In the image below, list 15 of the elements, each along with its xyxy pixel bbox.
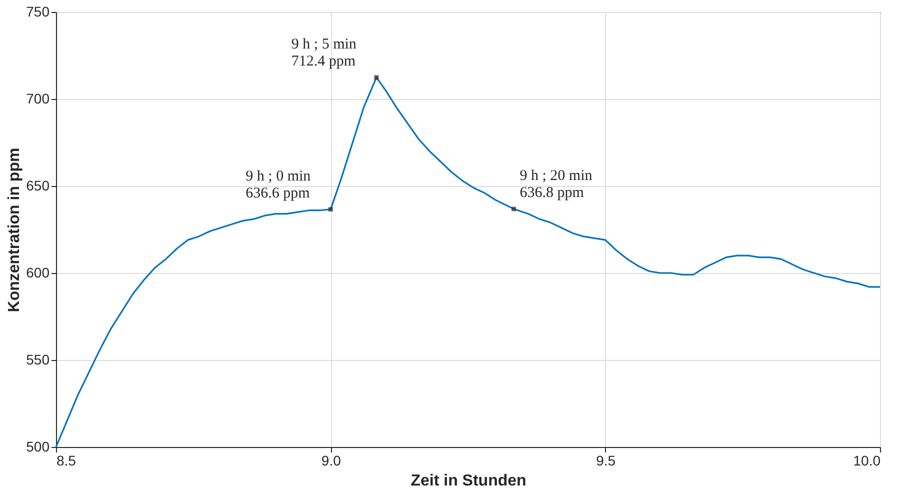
annotation: 9 h ; 5 min 712.4 ppm bbox=[291, 36, 357, 70]
y-tick-label: 700 bbox=[26, 90, 50, 106]
y-tick-label: 600 bbox=[26, 264, 50, 280]
x-tick-label: 9.5 bbox=[596, 452, 616, 468]
annotation: 9 h ; 20 min 636.8 ppm bbox=[520, 168, 593, 201]
x-tick-label: 8.5 bbox=[56, 452, 76, 468]
y-tick-label: 750 bbox=[26, 4, 50, 20]
y-tick-label: 550 bbox=[26, 352, 50, 368]
x-tick-label: 10.0 bbox=[853, 452, 881, 468]
x-axis-title: Zeit in Stunden bbox=[410, 472, 526, 490]
y-tick-label: 500 bbox=[26, 438, 50, 454]
y-axis-title: Konzentration in ppm bbox=[6, 148, 24, 312]
y-tick-label: 650 bbox=[26, 178, 50, 194]
x-tick-label: 9.0 bbox=[321, 452, 342, 468]
annotation: 9 h ; 0 min 636.6 ppm bbox=[246, 168, 312, 202]
